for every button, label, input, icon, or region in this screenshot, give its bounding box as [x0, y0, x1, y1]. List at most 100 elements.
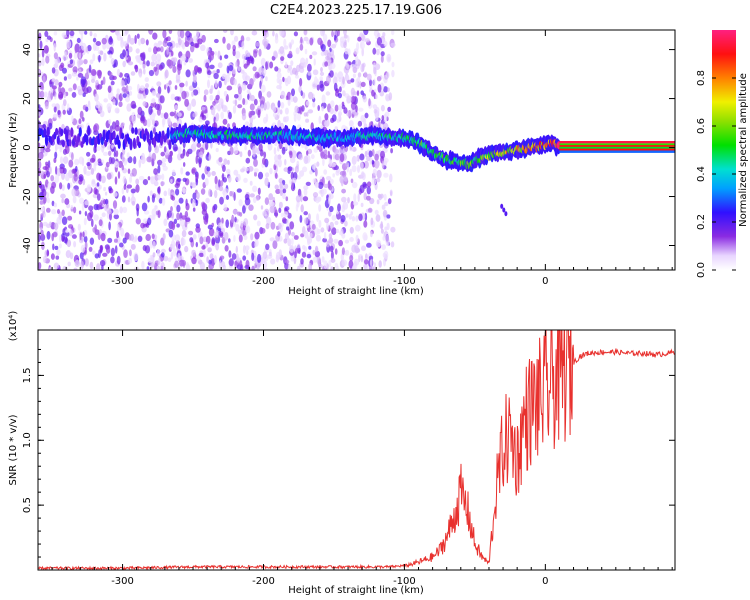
spectrogram-noise-mark [285, 196, 289, 202]
spectrogram-noise-mark [366, 155, 371, 162]
spectrogram-noise-mark [290, 60, 294, 66]
spectrogram-noise-mark [184, 245, 189, 253]
spectrogram-noise-mark [52, 88, 56, 96]
spectrogram-noise-mark [240, 220, 244, 228]
spectrogram-noise-mark [166, 210, 172, 219]
spectrogram-noise-mark [151, 152, 157, 162]
spectrogram-noise-mark [228, 238, 231, 243]
spectrogram-noise-mark [359, 153, 365, 161]
spectrogram-noise-mark [239, 260, 243, 267]
spectrogram-noise-mark [164, 69, 169, 79]
spectrogram-noise-mark [364, 212, 368, 221]
spectrogram-noise-mark [131, 115, 136, 124]
spectrogram-halo-mark [65, 129, 69, 142]
spectrogram-noise-mark [204, 109, 208, 114]
spectrogram-noise-mark [149, 190, 153, 197]
spectrogram-noise-mark [41, 49, 45, 58]
spectrogram-noise-mark [177, 67, 181, 75]
spectrogram-noise-mark [300, 90, 303, 97]
spectrogram-noise-mark [135, 48, 140, 54]
spectrogram-noise-mark [159, 46, 164, 53]
spectrogram-noise-mark [342, 201, 349, 210]
spectrogram-noise-mark [243, 234, 248, 241]
spectrogram-noise-mark [60, 62, 65, 69]
snr-y-multiplier: (x10⁴) [8, 311, 19, 342]
spectrogram-noise-mark [257, 253, 262, 263]
spectrogram-noise-mark [122, 60, 126, 68]
spectrogram-noise-mark [138, 175, 145, 181]
spectrogram-noise-mark [61, 198, 64, 204]
spectrogram-noise-mark [208, 153, 212, 161]
spectrogram-noise-mark [352, 91, 358, 96]
spectrogram-noise-mark [82, 231, 85, 238]
spectrogram-noise-mark [110, 256, 115, 264]
spectrogram-noise-mark [203, 217, 209, 225]
spectrogram-noise-mark [93, 33, 97, 38]
spectrogram-noise-mark [348, 120, 354, 127]
spectrogram-noise-mark [127, 36, 130, 45]
spectrogram-noise-mark [45, 55, 50, 64]
spectrogram-noise-mark [87, 44, 92, 52]
spectrogram-noise-mark [364, 150, 368, 157]
spectrogram-noise-mark [217, 103, 221, 112]
spectrogram-noise-mark [267, 142, 273, 151]
spectrogram-noise-mark [181, 259, 187, 267]
spectrogram-noise-mark [138, 73, 142, 78]
spectrogram-noise-mark [193, 43, 199, 48]
spectrogram-noise-mark [192, 89, 199, 96]
spectrogram-noise-mark [56, 249, 61, 256]
spectrogram-noise-mark [62, 156, 69, 164]
spectrogram-noise-mark [278, 201, 283, 209]
spectrogram-noise-mark [226, 43, 231, 51]
spectrogram-noise-mark [247, 149, 252, 157]
spectrogram-noise-mark [57, 167, 61, 177]
spectrogram-noise-mark [178, 38, 182, 46]
spectrogram-noise-mark [229, 146, 234, 155]
spectrogram-noise-mark [128, 46, 133, 53]
spectrogram-noise-mark [113, 151, 117, 158]
spectrogram-noise-mark [277, 158, 282, 168]
snr-series-line [38, 330, 675, 570]
spectrogram-noise-mark [167, 59, 174, 69]
spectrogram-noise-mark [370, 217, 374, 226]
spectrogram-noise-mark [306, 111, 309, 117]
spectrogram-noise-mark [209, 52, 214, 61]
spectrogram-noise-mark [287, 263, 291, 270]
spectrogram-noise-mark [345, 74, 350, 82]
spectrogram-noise-mark [69, 252, 74, 260]
spectrogram-noise-mark [100, 232, 106, 242]
spectrogram-noise-mark [153, 66, 157, 72]
spectrogram-noise-mark [285, 115, 290, 122]
spectrogram-noise-mark [38, 111, 41, 116]
spectrogram-noise-mark [76, 76, 79, 81]
spectrogram-noise-mark [38, 151, 44, 160]
spectrogram-noise-mark [70, 205, 74, 210]
spectrogram-noise-mark [274, 209, 278, 218]
spectrogram-noise-mark [355, 78, 359, 88]
spectrogram-noise-mark [373, 78, 376, 87]
spectrogram-noise-mark [84, 72, 90, 80]
spectrogram-noise-mark [223, 105, 228, 113]
spectrogram-noise-mark [131, 168, 137, 177]
spectrogram-noise-mark [154, 205, 158, 210]
y-tick-label: 0.5 [22, 497, 33, 513]
spectrogram-noise-mark [59, 166, 65, 174]
spectrogram-noise-mark [59, 182, 63, 190]
spectrogram-noise-mark [192, 192, 197, 200]
spectrogram-noise-mark [175, 42, 179, 48]
spectrogram-noise-mark [303, 188, 308, 197]
spectrogram-noise-mark [315, 245, 319, 253]
spectrogram-noise-mark [254, 241, 257, 248]
spectrogram-noise-mark [242, 98, 246, 105]
spectrogram-noise-mark [266, 31, 269, 38]
spectrogram-noise-mark [278, 222, 282, 230]
spectrogram-noise-mark [201, 114, 207, 121]
spectrogram-noise-mark [333, 238, 339, 244]
spectrogram-noise-mark [140, 222, 146, 229]
spectrogram-noise-mark [126, 152, 130, 159]
spectrogram-noise-mark [366, 242, 372, 248]
spectrogram-noise-mark [344, 249, 350, 256]
spectrogram-noise-mark [88, 64, 92, 74]
spectrogram-noise-mark [101, 159, 105, 164]
spectrogram-noise-mark [163, 255, 169, 262]
